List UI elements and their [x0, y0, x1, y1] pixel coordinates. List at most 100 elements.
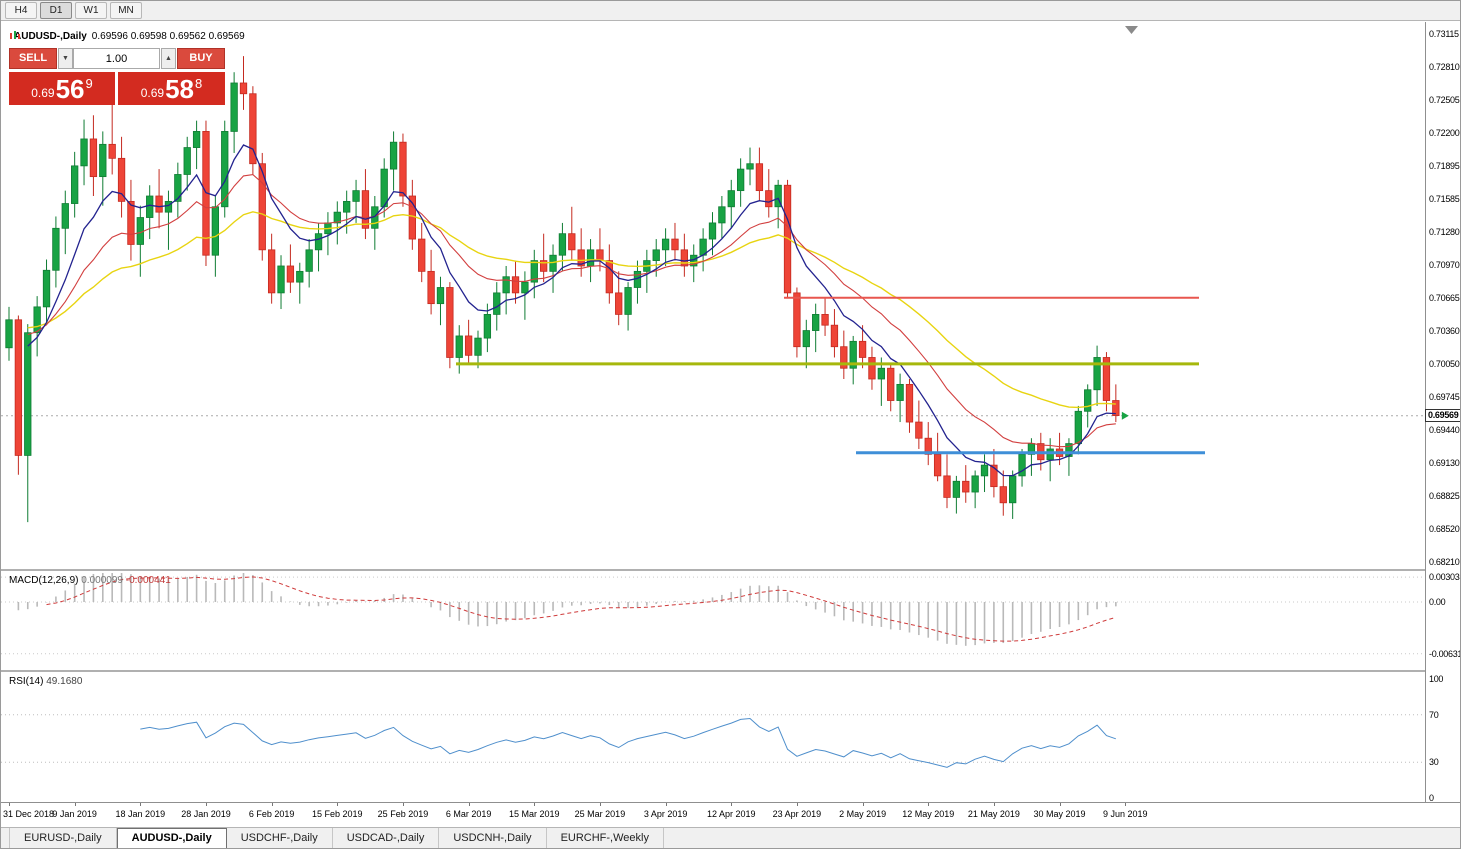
price-scale-label: 0.72810: [1429, 62, 1460, 72]
price-scale-label: 0.70970: [1429, 260, 1460, 270]
chart-shift-marker[interactable]: [1125, 26, 1138, 34]
panel-splitter[interactable]: [1, 569, 1460, 571]
sell-price-prefix: 0.69: [31, 86, 55, 100]
date-label: 30 May 2019: [1033, 809, 1086, 819]
buy-price-big: 58: [165, 73, 195, 104]
ma-slow-line: [27, 211, 1116, 409]
date-label: 15 Feb 2019: [312, 809, 363, 819]
date-tick: [1059, 803, 1061, 806]
chart-tab-bar: EURUSD-,Daily AUDUSD-,Daily USDCHF-,Daily U…: [1, 827, 1460, 848]
chart-tab-usdcad[interactable]: USDCAD-,Daily: [333, 828, 440, 848]
sell-button[interactable]: SELL: [9, 48, 57, 69]
ma-mid-line: [27, 174, 1116, 448]
date-tick: [862, 803, 864, 806]
price-scale-label: 0.70050: [1429, 359, 1460, 369]
macd-scale-label: 0.00: [1429, 597, 1446, 607]
buy-price-prefix: 0.69: [140, 86, 165, 100]
chart-tab-usdchf[interactable]: USDCHF-,Daily: [227, 828, 333, 848]
price-scale-label: 0.73115: [1429, 29, 1459, 39]
volume-input[interactable]: [73, 48, 160, 69]
rsi-scale-label: 0: [1429, 793, 1434, 803]
date-label: 21 May 2019: [967, 809, 1020, 819]
date-tick: [993, 803, 995, 806]
macd-signal-line: [46, 576, 1116, 642]
price-scale-label: 0.70665: [1429, 293, 1460, 303]
macd-signal-value: -0.000441: [125, 575, 171, 586]
rsi-line: [140, 717, 1117, 768]
panel-splitter[interactable]: [1, 670, 1460, 672]
price-scale-label: 0.72505: [1429, 95, 1460, 105]
date-tick: [1125, 803, 1127, 806]
chart-tab-usdcnh[interactable]: USDCNH-,Daily: [439, 828, 547, 848]
date-label: 25 Mar 2019: [574, 809, 626, 819]
chart-tab-audusd[interactable]: AUDUSD-,Daily: [116, 828, 227, 848]
date-label: 31 Dec 2018: [3, 809, 55, 819]
rsi-canvas[interactable]: [1, 672, 1425, 802]
timeframe-button-w1[interactable]: W1: [75, 2, 107, 19]
sell-price-pip: 9: [85, 75, 93, 91]
chart-tab-eurusd[interactable]: EURUSD-,Daily: [9, 828, 117, 848]
candlestick-chart-canvas[interactable]: [1, 22, 1425, 569]
price-chart-panel[interactable]: AUDUSD-,Daily 0.69596 0.69598 0.69562 0.…: [1, 22, 1425, 569]
current-price-badge: 0.69569: [1425, 409, 1460, 422]
date-tick: [599, 803, 601, 806]
volume-increase-button[interactable]: ▲: [161, 48, 176, 69]
date-tick: [402, 803, 404, 806]
price-scale-label: 0.71895: [1429, 161, 1460, 171]
horizontal-lines[interactable]: [456, 296, 1205, 455]
price-scale-label: 0.68210: [1429, 557, 1460, 567]
volume-decrease-button[interactable]: ▼: [58, 48, 73, 69]
date-tick: [731, 803, 733, 806]
price-scale-label: 0.69745: [1429, 392, 1460, 402]
date-label: 6 Feb 2019: [248, 809, 295, 819]
timeframe-button-d1[interactable]: D1: [40, 2, 72, 19]
buy-price-tile[interactable]: 0.69 58 8: [118, 72, 225, 105]
date-label: 3 Apr 2019: [643, 809, 688, 819]
macd-canvas[interactable]: [1, 571, 1425, 670]
macd-histogram: [17, 573, 1117, 646]
date-tick: [9, 803, 10, 806]
date-label: 15 Mar 2019: [508, 809, 560, 819]
sell-price-tile[interactable]: 0.69 56 9: [9, 72, 115, 105]
price-scale-label: 0.72200: [1429, 128, 1460, 138]
candlestick-series: [5, 56, 1120, 523]
rsi-label: RSI(14) 49.1680: [9, 676, 82, 687]
ma-fast-line: [27, 144, 1116, 477]
last-price-marker: [1121, 411, 1129, 420]
date-axis[interactable]: 31 Dec 2018 9 Jan 2019 18 Jan 2019 28 Jan 2…: [1, 803, 1460, 825]
macd-scale-label: 0.003035: [1429, 572, 1461, 583]
date-tick: [337, 803, 339, 806]
date-label: 28 Jan 2019: [181, 809, 231, 819]
rsi-indicator-panel[interactable]: RSI(14) 49.1680: [1, 672, 1425, 802]
timeframe-button-mn[interactable]: MN: [110, 2, 142, 19]
date-label: 6 Mar 2019: [445, 809, 492, 819]
date-tick: [140, 803, 142, 806]
chevron-down-icon: ▼: [62, 55, 69, 62]
price-scale-label: 0.71280: [1429, 227, 1460, 237]
rsi-value: 49.1680: [46, 676, 83, 687]
price-scale-label: 0.69130: [1429, 458, 1460, 468]
timeframe-toolbar: H4 D1 W1 MN: [1, 1, 1460, 21]
chart-tab-eurchf[interactable]: EURCHF-,Weekly: [547, 828, 664, 848]
date-label: 12 Apr 2019: [706, 809, 756, 819]
price-scale-label: 0.68520: [1429, 524, 1460, 534]
timeframe-button-h4[interactable]: H4: [5, 2, 37, 19]
date-label: 12 May 2019: [902, 809, 955, 819]
chart-ohlc-values: 0.69596 0.69598 0.69562 0.69569: [91, 30, 245, 42]
rsi-scale-label: 70: [1429, 709, 1439, 720]
date-label: 25 Feb 2019: [377, 809, 429, 819]
date-tick: [468, 803, 470, 806]
date-label: 9 Jan 2019: [52, 809, 97, 819]
rsi-scale-label: 30: [1429, 757, 1439, 768]
chevron-up-icon: ▲: [165, 55, 172, 62]
macd-indicator-panel[interactable]: MACD(12,26,9) 0.000099 -0.000441: [1, 571, 1425, 670]
macd-name: MACD(12,26,9): [9, 575, 79, 586]
rsi-scale-label: 100: [1429, 674, 1444, 684]
price-scale-label: 0.68825: [1429, 491, 1460, 501]
macd-scale-label: -0.006315: [1429, 648, 1460, 659]
date-label: 18 Jan 2019: [115, 809, 166, 819]
buy-button[interactable]: BUY: [177, 48, 225, 69]
chart-symbol-period: AUDUSD-,Daily: [14, 30, 87, 42]
price-scale-label: 0.70360: [1429, 326, 1460, 336]
